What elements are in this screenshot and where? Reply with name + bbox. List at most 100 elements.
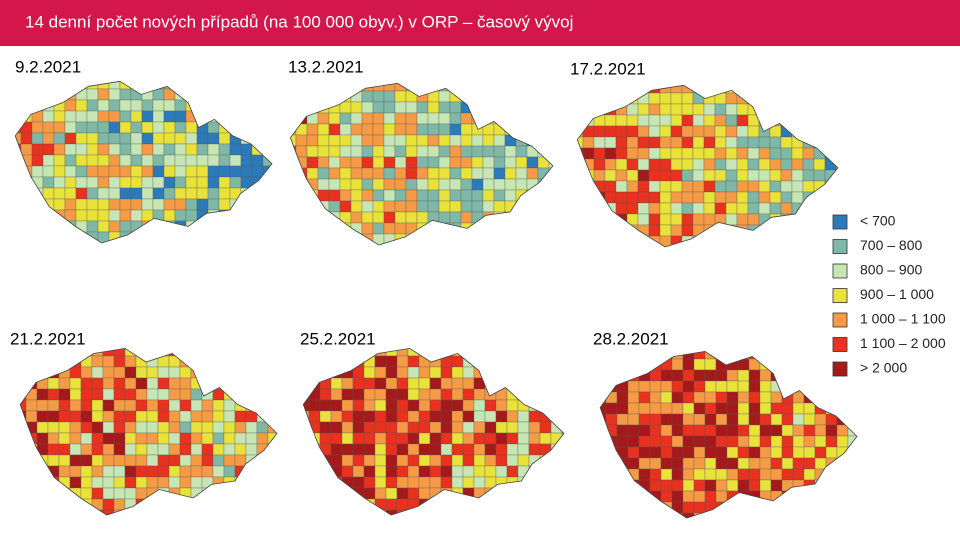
region	[328, 90, 341, 103]
region	[218, 176, 231, 189]
region	[593, 85, 606, 94]
region	[759, 424, 772, 437]
region	[770, 457, 783, 470]
region	[460, 233, 473, 245]
region	[47, 443, 60, 456]
region	[781, 402, 794, 415]
region	[736, 158, 749, 171]
region	[152, 121, 165, 134]
region	[615, 125, 628, 138]
region	[86, 165, 99, 178]
region	[108, 132, 121, 145]
region	[20, 465, 27, 478]
region	[47, 399, 60, 412]
region	[372, 101, 385, 114]
region	[47, 432, 60, 445]
region	[185, 209, 198, 222]
region	[207, 165, 220, 178]
region	[179, 509, 192, 515]
region	[295, 233, 308, 245]
region	[737, 380, 750, 393]
region	[605, 490, 618, 503]
region	[251, 231, 264, 243]
region	[190, 399, 203, 412]
region	[201, 432, 214, 445]
region	[339, 233, 352, 245]
region	[626, 169, 639, 182]
region	[659, 191, 672, 204]
region	[245, 509, 258, 515]
region	[396, 377, 409, 390]
region	[174, 110, 187, 123]
region	[53, 143, 66, 156]
region	[714, 191, 727, 204]
region	[792, 446, 805, 459]
region	[317, 123, 330, 136]
region	[493, 156, 506, 169]
region	[792, 358, 805, 371]
region	[670, 147, 683, 160]
region	[725, 103, 738, 116]
region	[119, 187, 132, 200]
region	[267, 421, 277, 434]
region	[649, 369, 662, 382]
region	[339, 167, 352, 180]
region	[649, 512, 662, 518]
region	[245, 355, 258, 368]
title-bar	[0, 0, 960, 46]
region	[124, 410, 137, 423]
region	[577, 191, 584, 204]
region	[47, 487, 60, 500]
region	[179, 348, 192, 357]
region	[803, 380, 816, 393]
region	[550, 355, 563, 368]
region	[91, 366, 104, 379]
region	[493, 134, 506, 147]
region	[31, 176, 44, 189]
region	[671, 380, 684, 393]
region	[781, 380, 794, 393]
region	[174, 165, 187, 178]
region	[262, 99, 272, 112]
map	[20, 348, 277, 515]
region	[267, 443, 277, 456]
slide-title: 14 denní počet nových případů (na 100 00…	[25, 12, 573, 31]
region	[328, 134, 341, 147]
region	[58, 366, 71, 379]
region	[102, 410, 115, 423]
region	[383, 156, 396, 169]
region	[20, 143, 33, 156]
region	[714, 158, 727, 171]
region	[102, 421, 115, 434]
region	[449, 211, 462, 224]
region	[157, 366, 170, 379]
region	[207, 187, 220, 200]
region	[670, 213, 683, 226]
region	[80, 399, 93, 412]
region	[648, 158, 661, 171]
region	[526, 222, 539, 235]
region	[482, 83, 495, 92]
region	[780, 147, 793, 160]
region	[813, 213, 826, 226]
region	[484, 377, 497, 390]
region	[141, 154, 154, 167]
region	[201, 443, 214, 456]
region	[737, 424, 750, 437]
region	[681, 191, 694, 204]
region	[363, 487, 376, 500]
region	[113, 348, 126, 357]
region	[350, 189, 363, 202]
region	[350, 178, 363, 191]
region	[473, 348, 486, 357]
region	[627, 457, 640, 470]
region	[223, 432, 236, 445]
region	[135, 509, 148, 515]
region	[627, 490, 640, 503]
region	[803, 358, 816, 371]
region	[648, 213, 661, 226]
region	[616, 391, 629, 404]
region	[714, 136, 727, 149]
region	[504, 233, 517, 245]
region	[91, 399, 104, 412]
